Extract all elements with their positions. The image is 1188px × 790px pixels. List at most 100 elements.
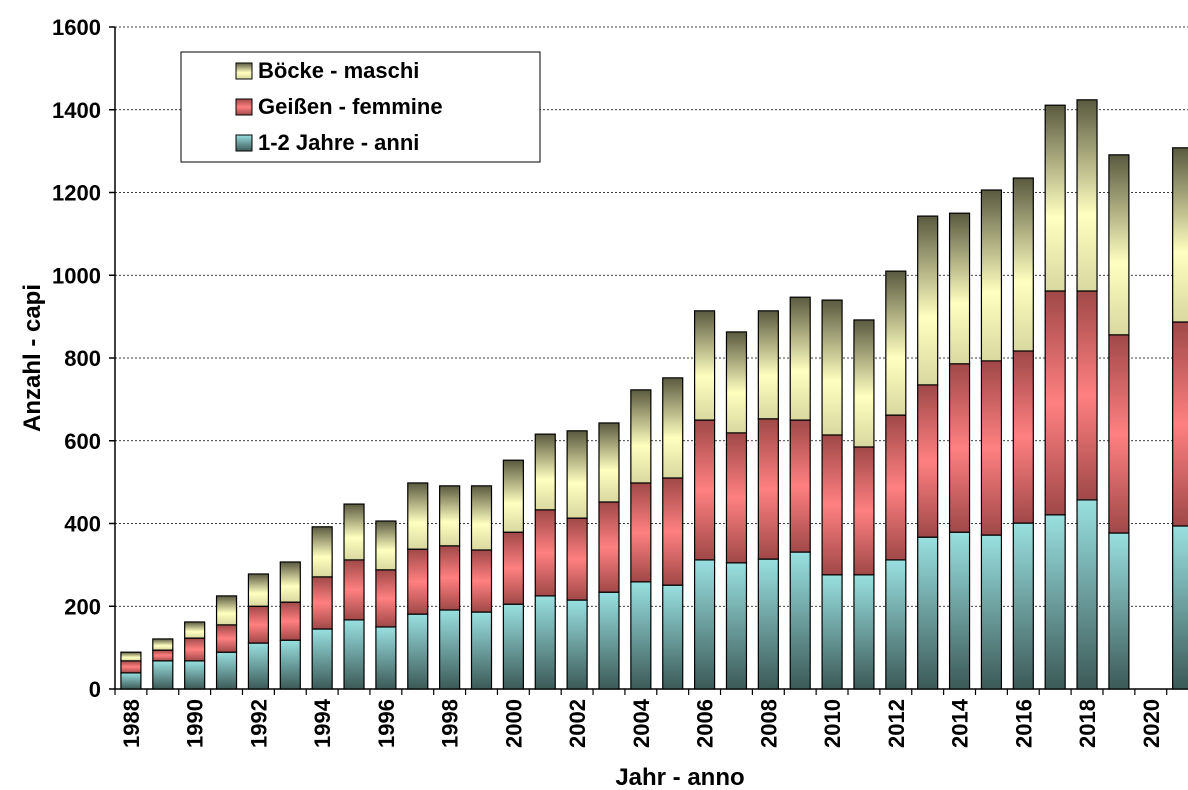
bar-segment — [821, 299, 843, 436]
bar-segment — [1044, 514, 1066, 690]
bar-segment — [439, 609, 461, 690]
legend-swatch — [235, 134, 253, 152]
x-tick-label: 2020 — [1139, 699, 1164, 748]
x-tick-label: 2000 — [501, 699, 526, 748]
bar-segment — [662, 584, 684, 690]
bar-segment — [789, 419, 811, 553]
bar-segment — [343, 559, 365, 621]
bar-segment — [1012, 177, 1034, 352]
bar-segment — [439, 485, 461, 547]
legend-swatch — [235, 62, 253, 80]
y-tick-label: 1400 — [52, 98, 101, 123]
bar-segment — [215, 651, 238, 690]
bar-segment — [502, 459, 524, 533]
bar-segment — [693, 419, 716, 561]
x-tick-label: 2012 — [884, 699, 909, 748]
bar-segment — [789, 296, 811, 421]
bar-segment — [120, 651, 142, 662]
legend-label: 1-2 Jahre - anni — [258, 130, 419, 155]
legend-swatch — [235, 98, 253, 116]
bar-segment — [757, 310, 779, 420]
bar-segment — [598, 422, 620, 503]
bar-segment — [375, 626, 397, 690]
bar-segment — [470, 549, 493, 613]
bar-segment — [184, 621, 206, 639]
bar-segment — [662, 377, 684, 479]
bar-segment — [566, 430, 588, 519]
bar-segment — [662, 477, 684, 586]
bar-segment — [247, 573, 270, 607]
bar-segment — [1108, 334, 1130, 534]
bar-segment — [120, 672, 142, 690]
bar-segment — [1012, 350, 1034, 524]
x-tick-label: 1992 — [246, 699, 271, 748]
bar-segment — [534, 595, 556, 690]
bar-segment — [439, 545, 461, 611]
bar-segment — [980, 189, 1003, 362]
bar-segment — [215, 624, 238, 653]
bar-segment — [821, 574, 843, 690]
bar-segment — [948, 212, 971, 365]
bar-segment — [1108, 154, 1130, 336]
bar-segment — [789, 551, 811, 690]
x-tick-label: 1988 — [119, 699, 144, 748]
y-axis-title: Anzahl - capi — [19, 284, 46, 432]
x-tick-label: 2010 — [820, 699, 845, 748]
bar-segment — [630, 482, 652, 583]
bar-segment — [1076, 499, 1098, 690]
x-tick-label: 2018 — [1075, 699, 1100, 748]
y-tick-label: 1000 — [52, 263, 101, 288]
bar-segment — [1044, 104, 1066, 292]
x-tick-label: 2016 — [1011, 699, 1036, 748]
bar-segment — [885, 559, 907, 690]
legend-label: Böcke - maschi — [258, 58, 419, 83]
bar-segment — [725, 331, 748, 434]
y-tick-label: 1200 — [52, 181, 101, 206]
bar-segment — [885, 270, 907, 416]
x-tick-label: 2004 — [629, 698, 654, 748]
bar-segment — [917, 384, 939, 538]
bar-segment — [693, 310, 716, 421]
bar-segment — [343, 503, 365, 561]
bar-segment — [1012, 522, 1034, 690]
bar-segment — [821, 434, 843, 576]
x-tick-label: 2014 — [948, 698, 973, 748]
bar-segment — [184, 660, 206, 690]
bar-segment — [152, 660, 174, 690]
bar-segment — [152, 649, 174, 662]
bar-segment — [693, 559, 716, 690]
x-tick-label: 2008 — [756, 699, 781, 748]
bar-segment — [853, 446, 875, 576]
bar-segment — [1108, 532, 1130, 690]
bar-segment — [247, 642, 270, 690]
bar-segment — [215, 595, 238, 626]
bar-segment — [407, 548, 429, 615]
y-tick-label: 800 — [64, 346, 101, 371]
bar-segment — [917, 536, 939, 690]
bar-segment — [470, 611, 493, 690]
bar-segment — [311, 526, 333, 578]
bar-segment — [152, 638, 174, 651]
bar-segment — [980, 534, 1003, 690]
y-tick-label: 600 — [64, 429, 101, 454]
legend: 1-2 Jahre - anni Geißen - femmine Böcke - … — [180, 51, 541, 163]
bar-segment — [502, 531, 524, 605]
bar-segment — [407, 613, 429, 690]
x-tick-label: 2006 — [693, 699, 718, 748]
bar-segment — [502, 603, 524, 690]
bar-segment — [598, 501, 620, 593]
bar-segment — [980, 360, 1003, 536]
bar-segment — [725, 562, 748, 690]
x-tick-label: 1996 — [374, 699, 399, 748]
bar-segment — [279, 639, 301, 690]
bar-segment — [343, 619, 365, 690]
bar-segment — [948, 531, 971, 690]
bar-segment — [725, 432, 748, 564]
bar-segment — [120, 660, 142, 674]
bar-segment — [311, 576, 333, 630]
bar-segment — [375, 520, 397, 571]
y-tick-label: 200 — [64, 594, 101, 619]
bar-segment — [853, 574, 875, 690]
bar-segment — [917, 215, 939, 386]
